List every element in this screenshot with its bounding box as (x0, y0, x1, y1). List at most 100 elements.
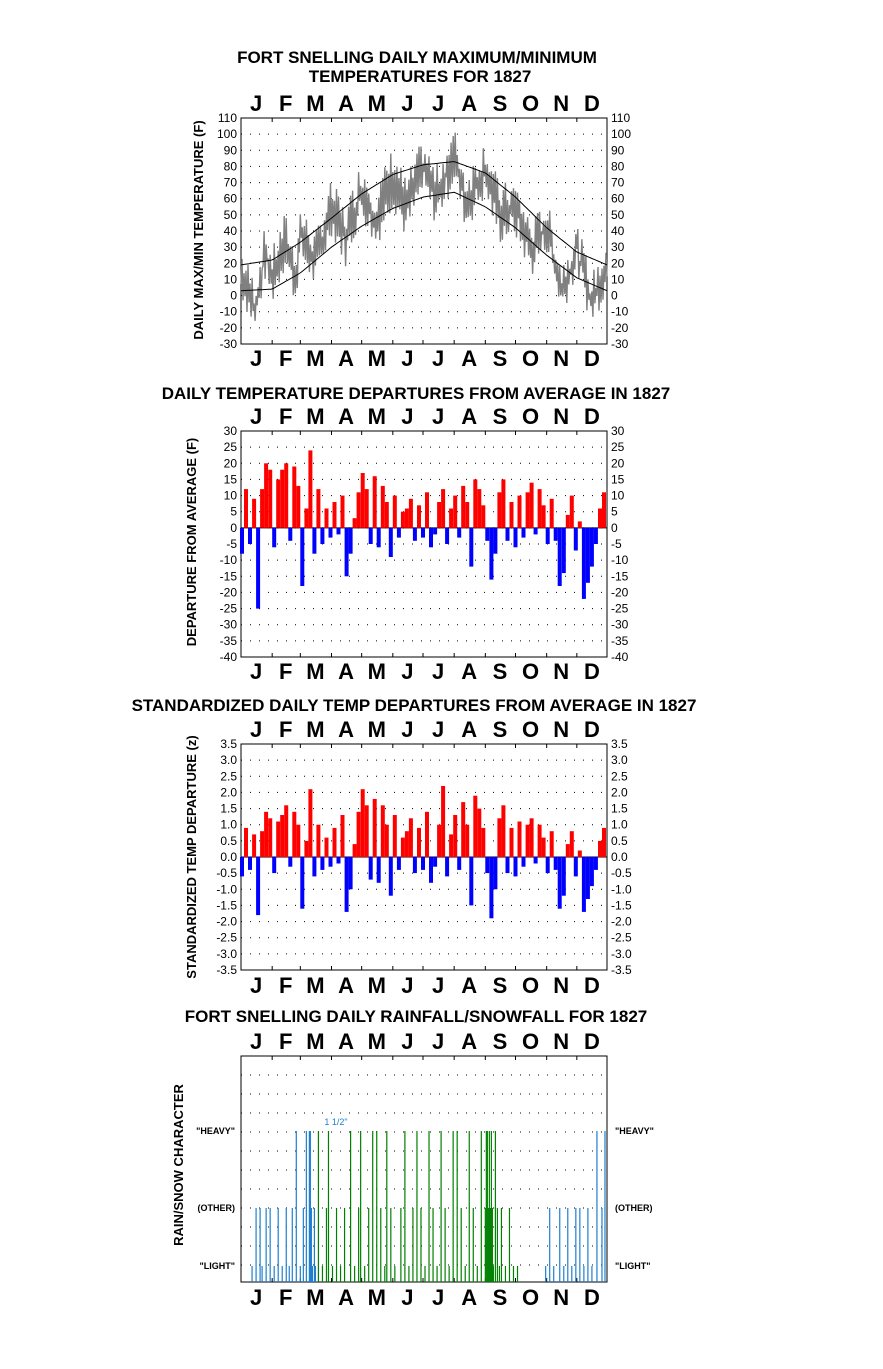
chart2-bar-above (509, 502, 514, 528)
chart4-bottom-month-label: J (432, 1285, 444, 1310)
chart4-top-month-label: J (432, 1029, 444, 1054)
chart4-bottom-month-label: A (461, 1285, 477, 1310)
chart2-y-axis-label: DEPARTURE FROM AVERAGE (F) (184, 438, 199, 646)
chart1-y-tick-right: 10 (611, 272, 625, 286)
chart3-y-tick-left: -1.5 (216, 898, 237, 912)
chart3-bar-above (565, 844, 570, 857)
chart2-bar-above (324, 508, 329, 528)
chart4-top-month-label: D (584, 1029, 600, 1054)
chart1-top-month-label: F (279, 91, 292, 116)
chart3-y-tick-left: 2.5 (220, 769, 237, 783)
chart3-bar-above (541, 837, 546, 857)
chart3-bar-above (352, 844, 357, 857)
chart1-y-tick-right: -30 (611, 337, 629, 351)
chart3-bar-above (465, 824, 470, 857)
chart3-bar-below (573, 857, 578, 877)
chart2-y-tick-left: 20 (224, 456, 238, 470)
chart2-bar-above (461, 485, 466, 528)
chart3-bar-below (256, 857, 261, 916)
chart2-bar-below (445, 527, 450, 544)
chart3-y-tick-left: -1.0 (216, 882, 237, 896)
chart2-bar-below (513, 527, 518, 548)
chart2-bar-above (364, 489, 369, 528)
chart2-bar-below (368, 527, 373, 544)
chart2-top-month-label: M (368, 404, 386, 429)
chart1-bottom-month-label: A (461, 346, 477, 371)
chart4-top-month-label: A (338, 1029, 354, 1054)
chart2-y-tick-right: -35 (611, 634, 629, 648)
chart3-bar-below (557, 857, 562, 909)
chart2-bar-above (465, 502, 470, 528)
chart2-bar-below (557, 527, 562, 586)
chart3-bar-below (593, 857, 598, 870)
chart1-y-tick-right: -10 (611, 305, 629, 319)
chart3-y-tick-right: -0.5 (611, 866, 632, 880)
chart2-bottom-month-label: D (584, 659, 600, 684)
chart2-bar-above (280, 469, 285, 528)
chart4-top-month-label: A (461, 1029, 477, 1054)
chart3-title: STANDARDIZED DAILY TEMP DEPARTURES FROM … (132, 696, 697, 715)
chart2-bar-below (421, 527, 425, 538)
chart3-y-tick-left: -2.5 (216, 931, 237, 945)
chart1-y-tick-left: -20 (220, 321, 238, 335)
chart3-y-tick-right: 1.0 (611, 818, 628, 832)
chart3-bar-above (308, 789, 313, 857)
chart1-y-tick-left: 60 (224, 192, 238, 206)
chart2-y-tick-left: 15 (224, 472, 238, 486)
chart2-y-tick-left: -5 (226, 537, 237, 551)
chart2-bar-above (449, 508, 454, 528)
chart4-top-month-label: J (401, 1029, 413, 1054)
chart3-bar-above (441, 786, 446, 857)
chart3-bar-above (425, 811, 429, 857)
chart3-bar-above (276, 821, 281, 857)
chart3-y-tick-left: 3.0 (220, 753, 237, 767)
chart2-y-tick-left: 25 (224, 440, 238, 454)
chart1-bottom-month-label: S (493, 346, 508, 371)
chart1-y-tick-right: -20 (611, 321, 629, 335)
chart2-bar-above (441, 489, 446, 528)
chart2-top-month-label: J (432, 404, 444, 429)
chart2-bar-above (501, 479, 506, 528)
chart3-top-month-label: M (368, 717, 386, 742)
chart2-y-tick-right: 15 (611, 472, 625, 486)
chart3-top-month-label: A (338, 717, 354, 742)
chart1-y-tick-left: -10 (220, 305, 238, 319)
chart3-top-month-label: J (401, 717, 413, 742)
chart3-y-tick-right: 2.5 (611, 769, 628, 783)
chart2-y-tick-left: -35 (220, 634, 238, 648)
chart2-y-tick-left: 10 (224, 489, 238, 503)
chart2-bar-above (372, 476, 377, 528)
chart3-bar-above (316, 824, 321, 857)
chart3-bar-below (505, 857, 510, 874)
chart2-bar-below (388, 527, 393, 557)
chart2-top-month-label: J (401, 404, 413, 429)
chart2-bar-above (292, 466, 297, 528)
chart2-y-tick-right: 0 (611, 521, 618, 535)
chart3-bar-above (284, 805, 289, 857)
chart1-y-tick-left: 50 (224, 208, 238, 222)
chart1-y-tick-right: 0 (611, 289, 618, 303)
chart4-level-label-right: "HEAVY" (615, 1126, 654, 1136)
chart2-bottom-month-label: M (306, 659, 324, 684)
chart1-y-tick-right: 90 (611, 143, 625, 157)
chart2-bar-above (308, 450, 313, 528)
chart3-bar-above (437, 824, 442, 857)
chart2-bar-above (276, 479, 281, 528)
chart3-bar-below (561, 857, 566, 896)
chart2-bar-above (453, 495, 458, 528)
chart3-bar-below (336, 857, 341, 864)
chart3-y-tick-left: 0.5 (220, 834, 237, 848)
chart3-bar-below (533, 857, 538, 864)
chart3-bar-below (445, 857, 450, 877)
chart2-top-month-label: D (584, 404, 600, 429)
chart2-bar-below (585, 527, 590, 583)
chart2-y-tick-right: 25 (611, 440, 625, 454)
chart1-observed-series (240, 132, 608, 321)
chart2-bar-below (581, 527, 586, 599)
chart2-bar-above (296, 485, 301, 528)
chart2-bar-below (344, 527, 349, 577)
chart3-bottom-month-label: J (401, 973, 413, 998)
chart3-bottom-month-label: O (522, 973, 539, 998)
chart2-y-tick-left: 0 (230, 521, 237, 535)
chart2-y-tick-right: -20 (611, 585, 629, 599)
